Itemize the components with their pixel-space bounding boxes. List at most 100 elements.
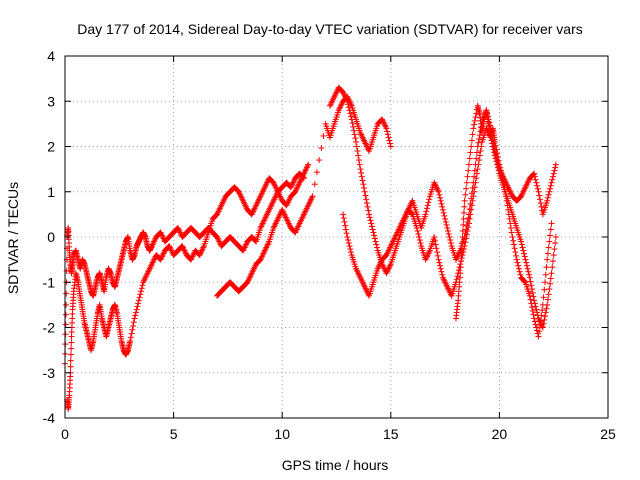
data-point xyxy=(138,288,145,295)
data-point xyxy=(349,120,356,127)
data-point xyxy=(513,252,520,259)
data-point xyxy=(442,215,449,222)
data-point xyxy=(342,226,349,233)
data-point xyxy=(63,301,70,308)
data-point xyxy=(342,222,349,229)
data-point xyxy=(437,194,444,201)
data-point xyxy=(539,307,546,314)
data-point xyxy=(431,234,438,240)
data-point xyxy=(462,191,469,198)
data-point xyxy=(509,234,516,240)
data-point xyxy=(466,155,473,162)
data-point xyxy=(309,193,316,200)
data-point xyxy=(541,286,548,293)
data-point xyxy=(346,107,353,114)
data-point xyxy=(547,280,554,287)
x-tick-label: 10 xyxy=(274,426,290,442)
data-point xyxy=(435,256,442,263)
data-point xyxy=(343,230,350,237)
data-point xyxy=(546,238,553,245)
data-point xyxy=(536,322,543,329)
data-point xyxy=(502,193,509,200)
data-point xyxy=(340,211,347,218)
data-point xyxy=(135,297,142,304)
axis-ticks: 0 5 10 15 20 25 -4 -3 -2 -1 0 1 2 3 4 xyxy=(43,48,616,442)
data-point xyxy=(550,252,557,259)
data-point xyxy=(417,240,424,247)
data-point xyxy=(527,278,534,285)
data-point xyxy=(357,166,364,173)
data-point xyxy=(366,214,373,221)
data-point xyxy=(457,270,464,277)
data-point xyxy=(475,139,482,146)
data-point xyxy=(461,243,468,250)
data-point xyxy=(463,179,470,186)
data-point xyxy=(541,316,548,323)
data-point xyxy=(469,197,476,204)
data-point xyxy=(136,294,143,301)
data-point xyxy=(130,322,137,329)
data-point xyxy=(531,315,538,322)
data-point xyxy=(473,175,480,182)
data-point xyxy=(436,259,443,266)
data-point xyxy=(489,143,496,150)
y-tick-label: 1 xyxy=(47,184,55,200)
data-point xyxy=(540,294,547,301)
data-point xyxy=(542,271,549,278)
data-point xyxy=(552,234,559,240)
data-point xyxy=(363,196,370,203)
data-point xyxy=(497,167,504,174)
data-point xyxy=(346,243,353,250)
data-point xyxy=(361,184,368,191)
data-point xyxy=(444,227,451,234)
data-point xyxy=(368,223,375,230)
data-point xyxy=(468,202,475,209)
data-point xyxy=(440,209,447,216)
data-point xyxy=(365,207,372,214)
data-point xyxy=(507,220,514,227)
data-point xyxy=(351,131,358,138)
data-point xyxy=(453,276,460,283)
data-point xyxy=(129,326,136,333)
data-point xyxy=(135,300,142,307)
data-point xyxy=(470,193,477,200)
data-point xyxy=(459,234,466,240)
data-point xyxy=(350,127,357,134)
data-point xyxy=(371,235,378,242)
data-point xyxy=(523,259,530,266)
data-point xyxy=(529,307,536,314)
x-tick-label: 20 xyxy=(492,426,508,442)
data-point xyxy=(496,161,503,168)
data-point xyxy=(374,244,381,251)
data-point xyxy=(506,215,513,222)
data-point xyxy=(353,143,360,150)
data-point xyxy=(422,211,429,218)
data-point xyxy=(139,282,146,289)
data-point xyxy=(477,148,484,155)
data-point xyxy=(537,317,544,324)
data-point xyxy=(345,237,352,244)
data-point xyxy=(444,224,451,231)
data-point xyxy=(345,104,352,111)
data-point xyxy=(547,185,554,192)
data-point xyxy=(528,300,535,307)
data-point xyxy=(542,279,549,286)
data-point xyxy=(441,212,448,219)
data-point xyxy=(469,131,476,138)
y-axis-label: SDTVAR / TECUs xyxy=(5,182,21,294)
data-point xyxy=(542,309,549,316)
data-point xyxy=(548,179,555,186)
x-tick-label: 25 xyxy=(600,426,616,442)
data-point xyxy=(347,113,354,120)
data-point xyxy=(457,264,464,271)
data-point xyxy=(551,246,558,253)
data-point xyxy=(463,185,470,192)
data-point xyxy=(465,215,472,222)
data-point xyxy=(473,170,480,177)
data-point xyxy=(313,169,320,176)
data-point xyxy=(547,182,554,189)
data-point xyxy=(367,217,374,224)
data-point xyxy=(495,157,502,164)
data-point xyxy=(533,324,540,331)
data-point xyxy=(468,206,475,213)
